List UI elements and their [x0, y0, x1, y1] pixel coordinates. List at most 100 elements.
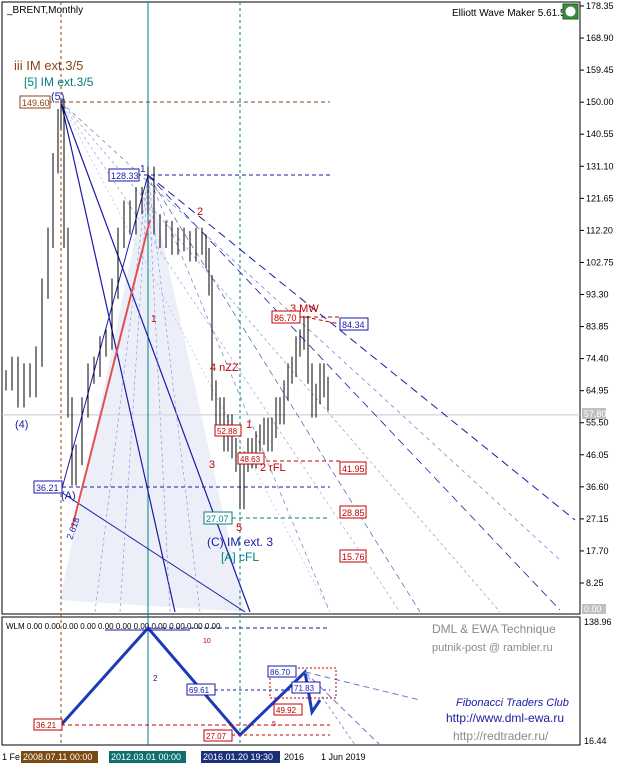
axis-tick-label-12: 64.95: [586, 386, 609, 396]
fan-line-0: [147, 174, 576, 521]
fan-line-12: [94, 174, 149, 613]
zero-marker: [582, 604, 606, 614]
fan-line-14: [147, 174, 171, 613]
fan-line-1: [147, 174, 561, 611]
watermark-line2: putnik-post @ rambler.ru: [432, 642, 553, 654]
axis-tick-label-5: 131.10: [586, 161, 614, 171]
wave-label-3-red: 3: [209, 459, 215, 471]
sub-target-box: [269, 667, 337, 699]
svg-text:69.61: 69.61: [189, 686, 210, 695]
axis-tick-label-3: 150.00: [586, 97, 614, 107]
axis-tick-label-16: 27.15: [586, 514, 609, 524]
price-box-84: 84.34: [339, 317, 369, 331]
time-start: 1 Fe: [2, 752, 20, 762]
svg-text:52.88: 52.88: [217, 427, 238, 436]
symbol-title: _BRENT,Monthly: [6, 5, 83, 16]
current-price-label: 57.80: [584, 409, 607, 419]
time-marker-3: [201, 751, 280, 763]
price-axis: 178.35 168.90 159.45 150.00 140.55 131.10 121.…: [580, 1, 614, 588]
watermark-line3: Fibonacci Traders Club: [456, 697, 569, 709]
time-date2: 2012.03.01 00:00: [111, 752, 181, 762]
fan-line-15: [147, 174, 201, 613]
time-marker-2: [109, 751, 186, 763]
fan-line-5: [60, 101, 176, 613]
svg-text:15.76: 15.76: [342, 552, 365, 562]
svg-text:149.60: 149.60: [22, 98, 50, 108]
wave-label-2: 2: [197, 206, 203, 218]
fan-line-4: [60, 101, 251, 613]
sub-tick-top: 138.96: [584, 617, 612, 627]
red-trend-line: [71, 219, 151, 529]
time-date1: 2008.07.11 00:00: [23, 752, 92, 762]
axis-tick-label-1: 168.90: [586, 33, 614, 43]
price-box-149: 149.60: [19, 95, 51, 109]
axis-tick-label-13: 55.50: [586, 418, 609, 428]
wave-label-A-cfl: [A] cFL: [221, 550, 259, 564]
axis-tick-label-7: 112.20: [586, 225, 613, 235]
time-marker-1: [21, 751, 98, 763]
time-2016: 2016: [284, 752, 304, 762]
current-price-marker: [582, 408, 606, 419]
svg-text:86.70: 86.70: [274, 313, 297, 323]
price-box-86: 86.70: [271, 310, 301, 324]
wave-label-C: (C) IM ext. 3: [207, 535, 273, 549]
svg-text:71.83: 71.83: [294, 684, 315, 693]
watermark-line1: DML & EWA Technique: [432, 622, 556, 636]
axis-tick-label-17: 17.70: [586, 546, 609, 556]
sub-box-36: 36.21: [33, 718, 63, 731]
main-panel: [1, 1, 581, 615]
fan-line-3: [147, 174, 331, 613]
axis-tick-label-2: 159.45: [586, 65, 614, 75]
time-date3: 2016.01.20 19:30: [203, 752, 273, 762]
axis-tick-label-14: 46.05: [586, 450, 609, 460]
time-end: 1 Jun 2019: [321, 752, 366, 762]
price-box-41: 41.95: [339, 461, 367, 475]
svg-text:41.95: 41.95: [342, 464, 365, 474]
fan-line-8: [60, 101, 401, 613]
sub-label-10: 10: [203, 638, 211, 645]
price-box-28: 28.85: [339, 505, 367, 519]
watermark-line5[interactable]: http://redtrader.ru/: [453, 729, 549, 743]
sub-box-69: 69.61: [186, 683, 216, 696]
sub-proj-2: [304, 671, 381, 746]
sub-box-71: 71.83: [291, 681, 321, 694]
axis-tick-label-0: 178.35: [586, 1, 614, 11]
wave-label-2-rfl: 2 rFL: [260, 462, 286, 474]
svg-text:27.07: 27.07: [206, 514, 229, 524]
sub-zigzag: [59, 625, 322, 738]
axis-tick-label-8: 102.75: [586, 257, 614, 267]
svg-text:48.63: 48.63: [240, 455, 261, 464]
price-box-48: 48.63: [237, 452, 265, 465]
axis-tick-label-4: 140.55: [586, 129, 614, 139]
sub-panel: [1, 616, 581, 746]
axis-tick-label-15: 36.60: [586, 482, 609, 492]
watermark-line4[interactable]: http://www.dml-ewa.ru: [446, 711, 564, 725]
axis-tick-label-18: 8.25: [586, 578, 604, 588]
price-box-128: 128.33: [108, 168, 140, 182]
sub-label-5: 5: [272, 721, 276, 728]
price-box-27: 27.07: [203, 511, 233, 525]
sub-box-27: 27.07: [203, 729, 233, 742]
wave-label-1-red: 1: [246, 419, 252, 431]
svg-text:36.21: 36.21: [36, 483, 59, 493]
wave-label-1-mid: 1: [151, 314, 157, 325]
indicator-name: Elliott Wave Maker 5.61.5: [452, 8, 566, 19]
sub-box-49: 49.92: [273, 703, 303, 716]
wave-label-1-top: 1: [140, 164, 146, 175]
svg-text:128.33: 128.33: [111, 171, 139, 181]
svg-text:36.21: 36.21: [36, 721, 57, 730]
fan-line-7: [60, 101, 501, 613]
svg-text:27.07: 27.07: [206, 732, 227, 741]
wave-label-5-ext: [5] IM ext.3/5: [24, 75, 94, 89]
fan-line-6: [60, 101, 561, 561]
sub-tick-bottom: 16.44: [584, 736, 607, 746]
wave-label-4-nzz: 4 nZZ: [210, 362, 239, 374]
fibonacci-fan-geometry: [2, 2, 580, 745]
svg-text:49.92: 49.92: [276, 706, 297, 715]
price-box-15: 15.76: [339, 549, 367, 563]
price-box-52: 52.88: [214, 424, 242, 437]
fan-line-9: [60, 101, 331, 613]
wave-label-iii: iii IM ext.3/5: [14, 58, 83, 73]
